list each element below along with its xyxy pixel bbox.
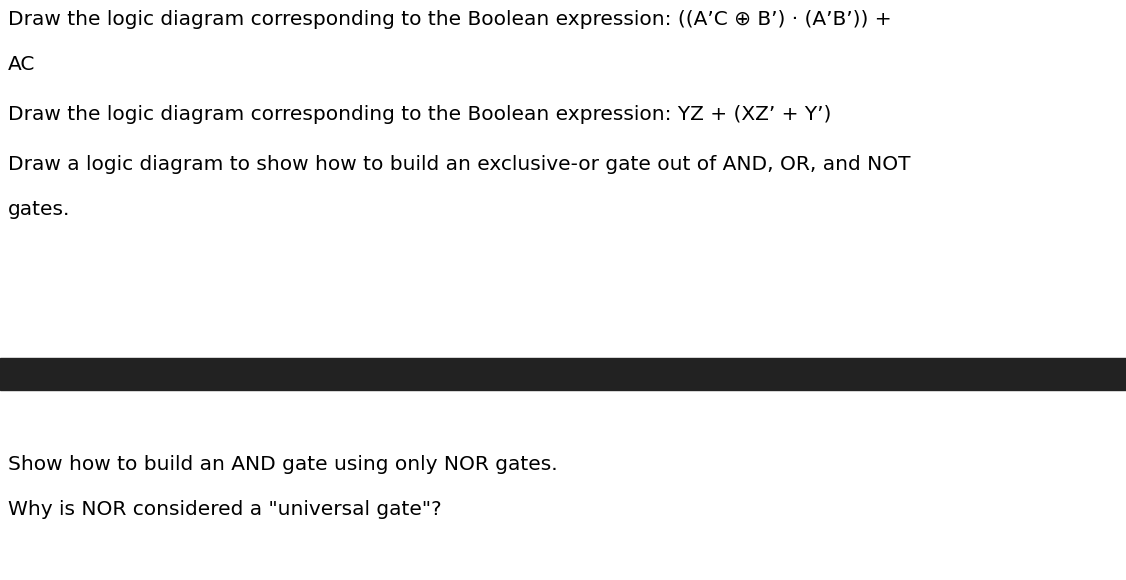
Text: Draw the logic diagram corresponding to the Boolean expression: ((A’C ⊕ B’) · (A: Draw the logic diagram corresponding to … bbox=[8, 10, 892, 29]
Text: Draw the logic diagram corresponding to the Boolean expression: YZ + (XZ’ + Y’): Draw the logic diagram corresponding to … bbox=[8, 105, 831, 124]
Text: AC: AC bbox=[8, 55, 35, 74]
Text: Show how to build an AND gate using only NOR gates.: Show how to build an AND gate using only… bbox=[8, 455, 557, 474]
Text: Draw a logic diagram to show how to build an exclusive-or gate out of AND, OR, a: Draw a logic diagram to show how to buil… bbox=[8, 155, 911, 174]
Text: gates.: gates. bbox=[8, 200, 70, 219]
Text: Why is NOR considered a "universal gate"?: Why is NOR considered a "universal gate"… bbox=[8, 500, 441, 519]
Bar bbox=[0, 358, 1126, 390]
